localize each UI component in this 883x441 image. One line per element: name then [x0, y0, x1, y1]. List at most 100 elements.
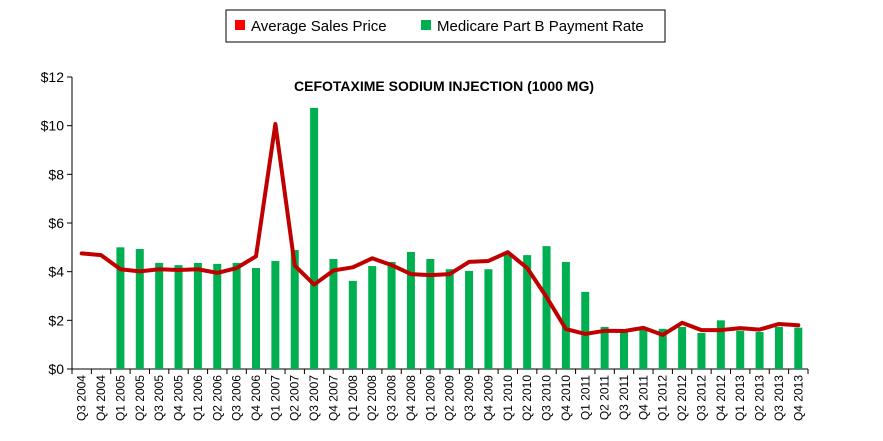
point-asp [739, 327, 741, 329]
bar-medicare [193, 262, 202, 369]
x-tick-label: Q4 2012 [714, 375, 728, 421]
x-tick-label: Q3 2013 [772, 375, 786, 421]
x-tick-label: Q4 2009 [481, 375, 495, 421]
x-tick-label: Q4 2006 [249, 375, 263, 421]
point-asp [584, 333, 586, 335]
point-asp [546, 296, 548, 298]
point-asp [604, 330, 606, 332]
point-asp [236, 267, 238, 269]
bar-medicare [426, 259, 435, 369]
x-tick-label: Q4 2008 [404, 375, 418, 421]
bar-medicare [174, 265, 183, 369]
x-tick-label: Q4 2004 [94, 375, 108, 421]
point-asp [778, 323, 780, 325]
point-asp [274, 123, 276, 125]
point-asp [81, 252, 83, 254]
point-asp [119, 268, 121, 270]
x-tick-label: Q2 2012 [675, 375, 689, 421]
y-tick-label: $2 [48, 312, 64, 328]
bar-medicare [620, 331, 628, 369]
bar-medicare [310, 107, 319, 370]
line-asp [79, 121, 801, 337]
point-asp [294, 265, 296, 267]
x-tick-label: Q1 2010 [501, 375, 515, 421]
point-asp [429, 274, 431, 276]
x-tick-label: Q1 2007 [268, 375, 282, 421]
bar-medicare [290, 250, 299, 369]
point-asp [720, 329, 722, 331]
point-asp [642, 327, 644, 329]
point-asp [332, 269, 334, 271]
bar-medicare [348, 280, 357, 369]
point-asp [449, 273, 451, 275]
x-tick-label: Q1 2013 [733, 375, 747, 421]
bar-medicare [658, 328, 667, 369]
x-tick-label: Q2 2010 [520, 375, 534, 421]
point-asp [565, 328, 567, 330]
bar-medicare [155, 262, 164, 369]
point-asp [662, 334, 664, 336]
bar-series [116, 107, 803, 370]
y-tick-label: $10 [41, 118, 65, 134]
bar-medicare [213, 263, 222, 369]
point-asp [158, 268, 160, 270]
x-tick-label: Q3 2005 [152, 375, 166, 421]
bar-medicare [445, 269, 454, 369]
y-tick-label: $0 [48, 361, 64, 377]
point-asp [681, 322, 683, 324]
bar-medicare [774, 326, 783, 369]
bar-medicare [697, 332, 706, 369]
bar-medicare [465, 270, 474, 369]
bar-medicare [523, 255, 532, 369]
line-series [79, 121, 801, 337]
x-tick-label: Q3 2007 [307, 375, 321, 421]
y-tick-label: $8 [48, 166, 64, 182]
x-tick-label: Q1 2006 [191, 375, 205, 421]
point-asp [410, 273, 412, 275]
x-tick-label: Q4 2010 [559, 375, 573, 421]
x-tick-label: Q2 2005 [133, 375, 147, 421]
x-tick-label: Q1 2011 [578, 375, 592, 420]
point-asp [352, 266, 354, 268]
x-tick-label: Q3 2011 [617, 375, 631, 420]
y-tick-label: $6 [48, 215, 64, 231]
bar-medicare [503, 252, 512, 369]
y-axis: $0 $2 $4 $6 $8 $10 $12 [41, 69, 73, 377]
bar-medicare [387, 261, 396, 369]
x-tick-label: Q2 2008 [365, 375, 379, 421]
x-tick-label: Q1 2009 [423, 375, 437, 421]
point-asp [216, 272, 218, 274]
bar-medicare [736, 330, 745, 369]
x-tick-label: Q2 2013 [753, 375, 767, 421]
x-tick-label: Q4 2007 [326, 375, 340, 421]
x-axis: Q3 2004 Q4 2004 Q1 2005 Q2 2005 Q3 2005 Q4 20… [71, 368, 809, 421]
x-tick-label: Q3 2008 [385, 375, 399, 421]
point-asp [487, 260, 489, 262]
x-tick-label: Q4 2011 [636, 375, 650, 420]
point-asp [526, 267, 528, 269]
point-asp [255, 255, 257, 257]
bar-medicare [794, 327, 803, 369]
bar-medicare [542, 246, 551, 369]
legend-swatch-asp [235, 20, 245, 30]
x-tick-label: Q4 2013 [791, 375, 805, 421]
point-asp [100, 254, 102, 256]
point-asp [178, 269, 180, 271]
x-tick-label: Q3 2004 [75, 375, 89, 421]
point-asp [371, 257, 373, 259]
x-tick-label: Q1 2005 [113, 375, 127, 421]
x-tick-label: Q2 2007 [288, 375, 302, 421]
x-tick-label: Q1 2012 [656, 375, 670, 421]
bar-medicare [368, 266, 377, 369]
point-asp [507, 251, 509, 253]
x-tick-label: Q2 2011 [598, 375, 612, 420]
bar-medicare [484, 269, 493, 369]
x-tick-label: Q3 2006 [230, 375, 244, 421]
bar-medicare [639, 327, 648, 369]
point-asp [759, 329, 761, 331]
x-tick-label: Q2 2009 [443, 375, 457, 421]
bar-medicare [678, 326, 687, 369]
x-tick-label: Q3 2009 [462, 375, 476, 421]
bar-medicare [716, 320, 725, 369]
